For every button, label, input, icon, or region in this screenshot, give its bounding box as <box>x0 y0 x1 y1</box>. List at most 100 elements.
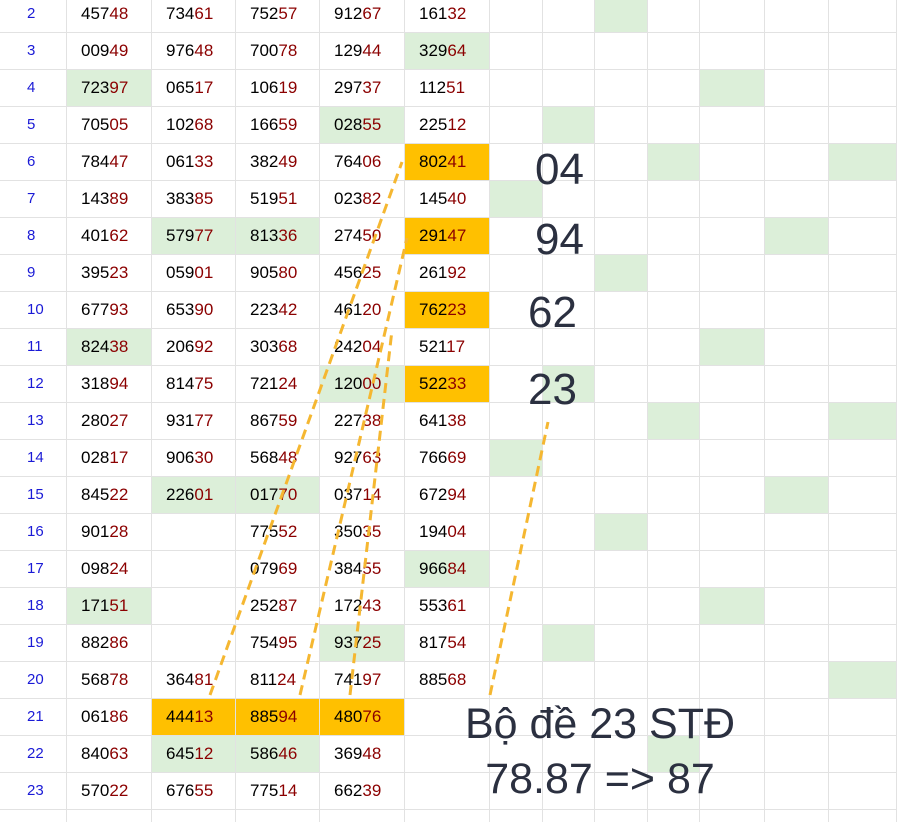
cell <box>490 0 543 33</box>
cell <box>490 736 543 773</box>
digits-tail: 24 <box>109 559 129 578</box>
cell <box>829 292 897 329</box>
cell <box>152 514 236 551</box>
cell: 10268 <box>152 107 236 144</box>
cell <box>700 144 765 181</box>
digits-head: 009 <box>81 41 110 60</box>
digits-tail: 17 <box>194 78 214 97</box>
digits-head: 568 <box>81 670 110 689</box>
digits-head: 383 <box>166 189 195 208</box>
row-header: 15 <box>0 477 67 514</box>
digits-tail: 00 <box>362 374 382 393</box>
digits-head: 700 <box>250 41 279 60</box>
cell: 35035 <box>320 514 405 551</box>
cell <box>490 329 543 366</box>
digits-head: 369 <box>334 744 363 763</box>
cell <box>765 440 829 477</box>
cell: 17151 <box>67 588 152 625</box>
cell <box>595 107 648 144</box>
cell: 77552 <box>236 514 320 551</box>
cell <box>490 255 543 292</box>
cell <box>648 588 700 625</box>
digits-tail: 86 <box>109 633 129 652</box>
digits-head: 802 <box>419 152 448 171</box>
cell: 19404 <box>405 514 490 551</box>
digits-head: 401 <box>81 226 110 245</box>
cell <box>152 625 236 662</box>
cell: 09824 <box>67 551 152 588</box>
cell <box>595 625 648 662</box>
cell <box>543 588 595 625</box>
digits-tail: 41 <box>447 152 467 171</box>
digits-tail: 68 <box>447 670 467 689</box>
digits-head: 867 <box>250 411 279 430</box>
digits-tail: 43 <box>362 596 382 615</box>
annotation-number: 62 <box>528 288 577 337</box>
cell: 14389 <box>67 181 152 218</box>
cell: 80241 <box>405 144 490 181</box>
digits-tail: 55 <box>194 781 214 800</box>
digits-tail: 19 <box>278 78 298 97</box>
cell <box>700 736 765 773</box>
cell: 27450 <box>320 218 405 255</box>
digits-head: 318 <box>81 374 110 393</box>
cell <box>829 699 897 736</box>
digits-head: 227 <box>334 411 363 430</box>
digits-head: 171 <box>81 596 110 615</box>
cell <box>595 662 648 699</box>
digits-tail: 30 <box>194 448 214 467</box>
cell <box>405 773 490 810</box>
cell <box>543 551 595 588</box>
cell <box>543 810 595 822</box>
digits-head: 931 <box>166 411 195 430</box>
cell <box>765 329 829 366</box>
cell: 03714 <box>320 477 405 514</box>
digits-head: 662 <box>334 781 363 800</box>
cell: 88594 <box>236 699 320 736</box>
digits-tail: 48 <box>362 744 382 763</box>
digits-tail: 67 <box>362 4 382 23</box>
cell: 82438 <box>67 329 152 366</box>
cell: 65390 <box>152 292 236 329</box>
cell: 36481 <box>152 662 236 699</box>
row-header: 13 <box>0 403 67 440</box>
digits-head: 480 <box>334 707 363 726</box>
cell: 32964 <box>405 33 490 70</box>
digits-tail: 13 <box>194 707 214 726</box>
cell: 76406 <box>320 144 405 181</box>
digits-head: 553 <box>419 596 448 615</box>
digits-tail: 59 <box>278 411 298 430</box>
cell <box>490 181 543 218</box>
cell: 88286 <box>67 625 152 662</box>
cell <box>700 403 765 440</box>
digits-head: 775 <box>250 781 279 800</box>
digits-head: 901 <box>81 522 110 541</box>
digits-tail: 47 <box>447 226 467 245</box>
cell: 14540 <box>405 181 490 218</box>
row-header: 23 <box>0 773 67 810</box>
cell <box>648 218 700 255</box>
cell <box>490 403 543 440</box>
cell <box>700 699 765 736</box>
cell <box>595 699 648 736</box>
digits-head: 206 <box>166 337 195 356</box>
digits-tail: 78 <box>109 670 129 689</box>
digits-head: 059 <box>166 263 195 282</box>
row-header: 3 <box>0 33 67 70</box>
row-header: 17 <box>0 551 67 588</box>
row-header: 18 <box>0 588 67 625</box>
digits-tail: 22 <box>109 485 129 504</box>
digits-tail: 55 <box>362 559 382 578</box>
digits-head: 764 <box>334 152 363 171</box>
digits-tail: 28 <box>109 522 129 541</box>
digits-tail: 80 <box>278 263 298 282</box>
digits-head: 457 <box>81 4 110 23</box>
row-header <box>0 810 67 822</box>
digits-head: 521 <box>419 337 447 356</box>
digits-tail: 06 <box>362 152 382 171</box>
cell <box>490 292 543 329</box>
row-header: 19 <box>0 625 67 662</box>
cell: 88568 <box>405 662 490 699</box>
row-header: 21 <box>0 699 67 736</box>
cell <box>648 70 700 107</box>
